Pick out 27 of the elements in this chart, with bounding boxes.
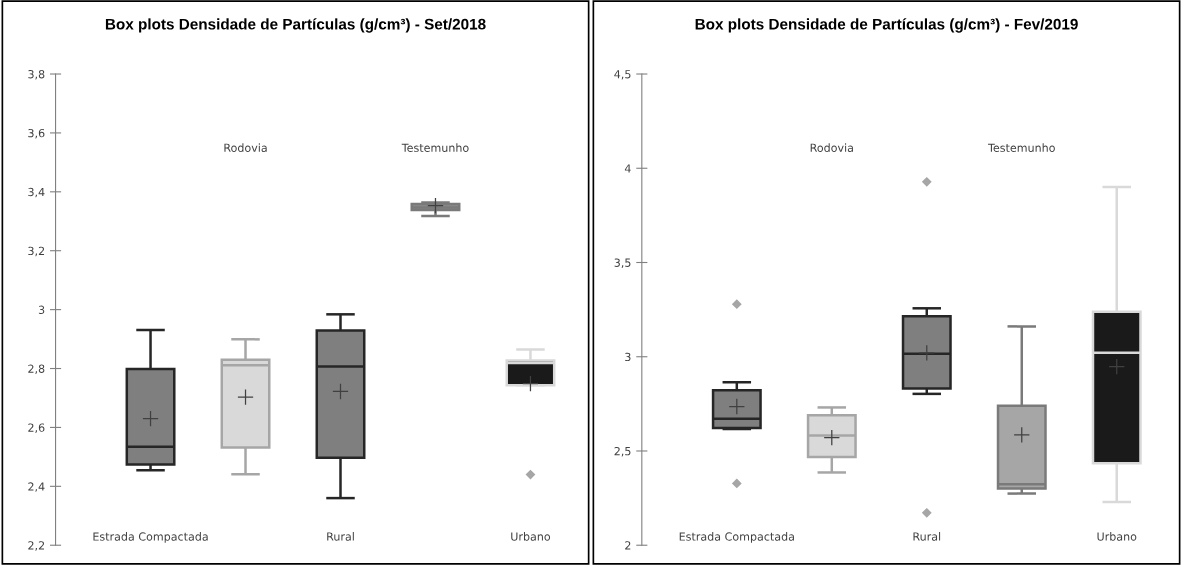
x-tick-label: Urbano	[1097, 532, 1137, 541]
y-tick-label: 2,8	[28, 364, 45, 375]
x-tick-label: Urbano	[511, 532, 551, 541]
y-tick-label: 3	[625, 352, 631, 362]
y-tick-label: 3,6	[28, 128, 45, 139]
x-tick-label: Testemunho	[987, 143, 1055, 152]
chart-title: Box plots Densidade de Partículas (g/cm³) - Set/2018	[105, 18, 486, 33]
y-tick-label: 2,4	[28, 482, 45, 492]
x-tick-label: Rural	[327, 532, 354, 541]
y-tick-label: 3,8	[28, 69, 45, 80]
x-tick-label: Rodovia	[810, 143, 853, 152]
x-tick-label: Rodovia	[224, 143, 267, 152]
y-tick-label: 4,5	[614, 70, 631, 80]
y-tick-label: 4	[624, 164, 631, 173]
x-tick-label: Rural	[913, 532, 941, 541]
x-tick-label: Estrada Compactada	[679, 532, 794, 543]
y-tick-label: 3,4	[28, 187, 45, 198]
chart-title: Box plots Densidade de Partículas (g/cm³) - Fev/2019	[695, 18, 1078, 33]
y-tick-label: 2,5	[614, 446, 631, 457]
y-tick-label: 2,6	[28, 423, 45, 433]
y-tick-label: 3	[38, 305, 45, 314]
x-tick-label: Testemunho	[401, 143, 469, 152]
y-tick-label: 2,2	[28, 541, 45, 551]
y-tick-label: 3,5	[614, 258, 631, 269]
y-tick-label: 2	[625, 541, 631, 550]
x-tick-label: Estrada Compactada	[93, 532, 208, 543]
y-tick-label: 3,2	[28, 246, 45, 257]
